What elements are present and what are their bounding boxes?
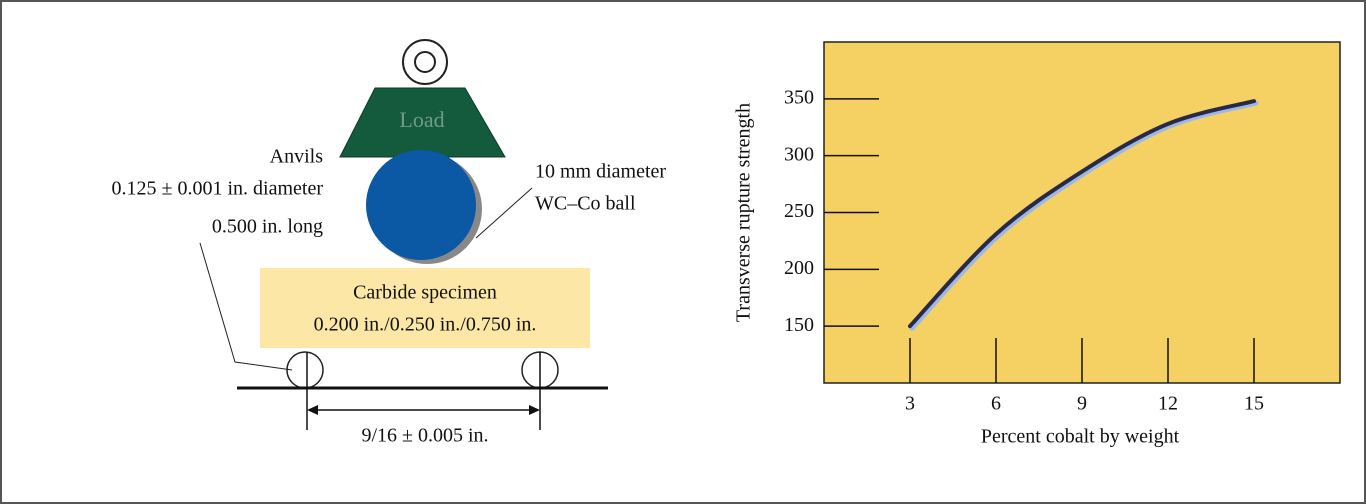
ball (366, 150, 476, 260)
plot-area (824, 42, 1340, 383)
x-tick-label: 9 (1077, 393, 1087, 415)
anvil-diameter: 0.125 ± 0.001 in. diameter (112, 178, 324, 200)
load-label: Load (399, 107, 444, 132)
anvils-label: Anvils (270, 146, 324, 168)
y-tick-label: 200 (784, 257, 814, 279)
x-axis-label: Percent cobalt by weight (981, 426, 1180, 448)
anvil-length: 0.500 in. long (212, 216, 323, 238)
y-tick-label: 250 (784, 200, 814, 222)
x-tick-label: 15 (1244, 393, 1264, 415)
span-label: 9/16 ± 0.005 in. (361, 425, 488, 447)
y-axis-label: Transverse rupture strength (733, 103, 755, 322)
figure: Load Carbide specimen 0.200 in./0.250 in… (0, 0, 1366, 504)
y-tick-label: 300 (784, 143, 814, 165)
x-tick-label: 6 (991, 393, 1001, 415)
y-tick-label: 150 (784, 314, 814, 336)
ball-material: WC–Co ball (535, 193, 636, 215)
y-tick-label: 350 (784, 86, 814, 108)
anvil (287, 352, 323, 388)
roller-hub (415, 52, 435, 72)
x-tick-label: 3 (905, 393, 915, 415)
specimen (260, 268, 590, 348)
ball-size: 10 mm diameter (535, 161, 666, 183)
specimen-dims: 0.200 in./0.250 in./0.750 in. (314, 314, 537, 336)
specimen-label: Carbide specimen (353, 282, 497, 304)
x-tick-label: 12 (1158, 393, 1178, 415)
